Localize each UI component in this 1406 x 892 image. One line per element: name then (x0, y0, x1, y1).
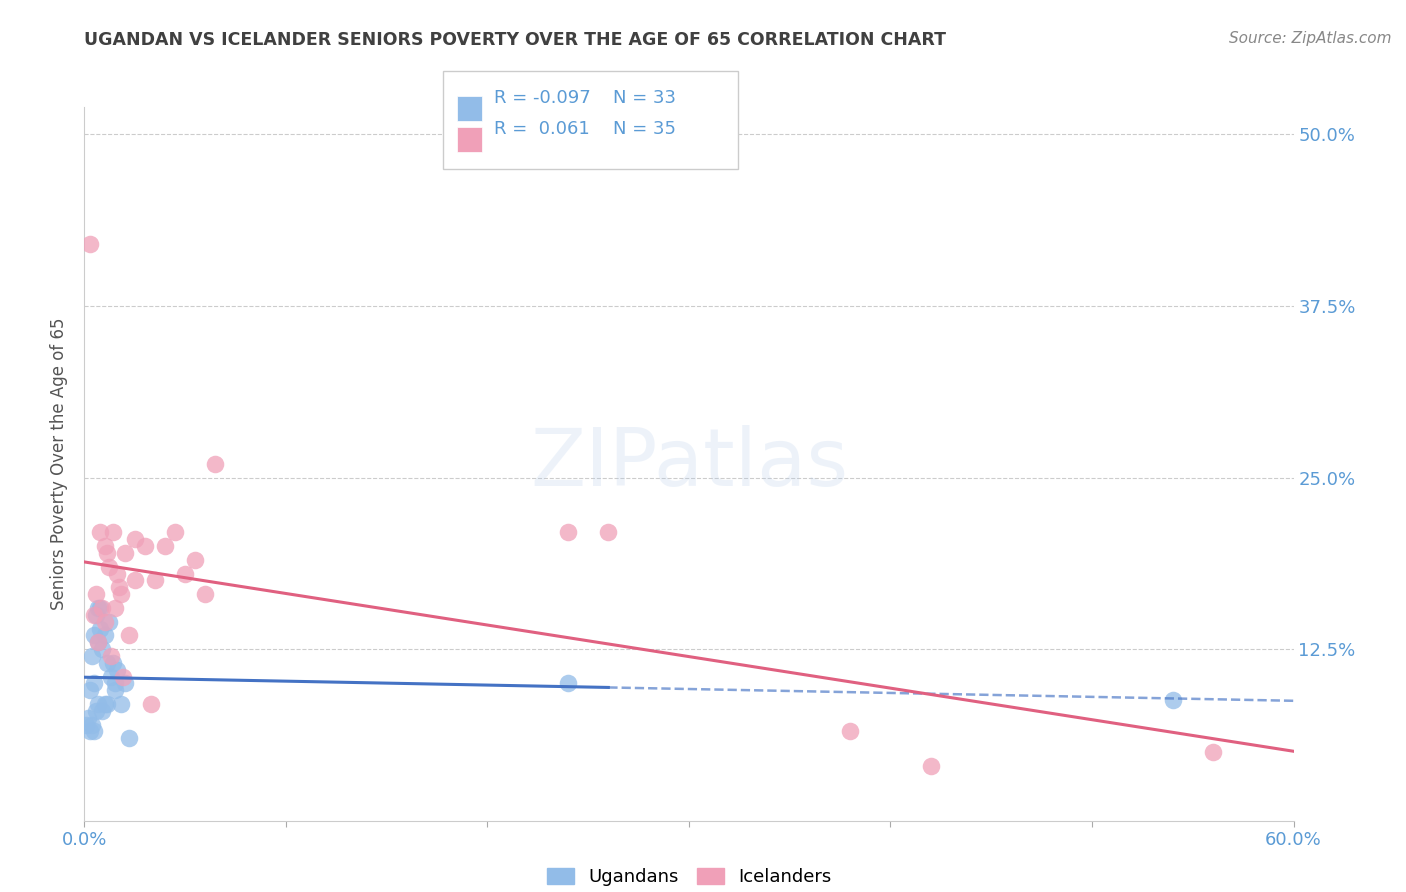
Point (79, 724, 101, 739)
Point (1161, 693, 1184, 707)
Point (86, 607, 108, 622)
Point (557, 525, 579, 540)
Point (79, 237, 101, 252)
Point (557, 676, 579, 690)
Point (101, 525, 124, 540)
Point (89, 525, 111, 540)
Point (153, 539, 176, 553)
Point (96, 697, 118, 711)
Point (82, 717, 104, 731)
Point (83, 628, 105, 642)
Point (93, 615, 115, 629)
Point (134, 539, 156, 553)
Text: UGANDAN VS ICELANDER SENIORS POVERTY OVER THE AGE OF 65 CORRELATION CHART: UGANDAN VS ICELANDER SENIORS POVERTY OVE… (84, 31, 946, 49)
Point (96, 546, 118, 560)
Point (598, 525, 620, 540)
Point (204, 457, 226, 471)
Point (87, 635, 110, 649)
Point (93, 697, 115, 711)
Point (104, 601, 127, 615)
Point (105, 663, 128, 677)
Point (194, 587, 217, 601)
Point (143, 574, 166, 588)
Point (101, 656, 124, 670)
Text: N = 33: N = 33 (613, 89, 676, 107)
Point (93, 539, 115, 553)
Text: N = 35: N = 35 (613, 120, 676, 137)
Point (1202, 745, 1225, 759)
Point (96, 656, 118, 670)
Point (83, 724, 105, 739)
Point (91, 601, 114, 615)
Point (87, 697, 110, 711)
Point (174, 566, 197, 581)
Point (89, 622, 111, 636)
Point (114, 546, 136, 560)
Point (104, 676, 127, 690)
Point (139, 697, 162, 711)
Point (920, 758, 942, 772)
Point (86, 587, 108, 601)
Point (97, 559, 120, 574)
Point (89, 601, 111, 615)
Point (110, 697, 132, 711)
Text: ZIPatlas: ZIPatlas (530, 425, 848, 503)
Point (165, 525, 187, 540)
Point (86, 704, 108, 718)
Y-axis label: Seniors Poverty Over the Age of 65: Seniors Poverty Over the Age of 65 (51, 318, 69, 610)
Point (105, 566, 128, 581)
Point (87, 635, 110, 649)
Text: Source: ZipAtlas.com: Source: ZipAtlas.com (1229, 31, 1392, 46)
Point (91, 704, 114, 718)
Point (75, 717, 97, 731)
Point (839, 724, 862, 739)
Point (82, 648, 104, 663)
Legend: Ugandans, Icelanders: Ugandans, Icelanders (540, 861, 838, 892)
Point (107, 580, 129, 594)
Point (83, 676, 105, 690)
Point (77, 711, 100, 725)
Text: R = -0.097: R = -0.097 (494, 89, 591, 107)
Point (79, 683, 101, 698)
Point (93, 628, 115, 642)
Point (118, 628, 141, 642)
Point (114, 676, 136, 690)
Point (100, 648, 122, 663)
Point (111, 669, 134, 683)
Point (97, 615, 120, 629)
Point (83, 607, 105, 622)
Point (110, 587, 132, 601)
Point (124, 533, 146, 547)
Point (184, 553, 207, 567)
Point (104, 683, 127, 698)
Point (91, 642, 114, 657)
Point (118, 731, 141, 746)
Point (100, 669, 122, 683)
Point (87, 601, 110, 615)
Text: R =  0.061: R = 0.061 (494, 120, 589, 137)
Point (124, 574, 146, 588)
